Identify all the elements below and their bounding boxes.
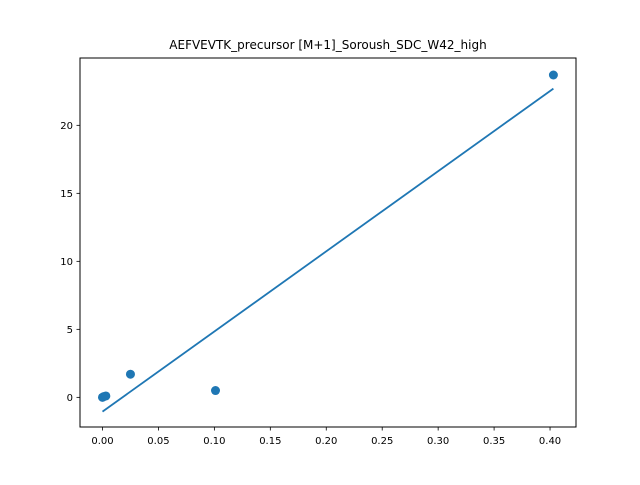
y-axis-ticks: 0 5 10 15 20	[60, 121, 80, 404]
x-tick-label: 0.25	[371, 436, 393, 447]
y-tick-label: 0	[67, 393, 73, 404]
x-tick-label: 0.35	[483, 436, 505, 447]
plot-content	[97, 70, 558, 413]
x-axis-ticks: 0.00 0.05 0.10 0.15 0.20 0.25 0.30 0.35 0.40	[91, 427, 561, 447]
x-tick-label: 0.15	[259, 436, 281, 447]
y-tick-label: 5	[67, 325, 73, 336]
data-point	[548, 70, 558, 80]
data-point	[125, 369, 135, 379]
x-tick-label: 0.10	[203, 436, 225, 447]
data-point	[101, 391, 111, 401]
y-tick-label: 10	[60, 257, 73, 268]
y-tick-label: 20	[60, 121, 73, 132]
x-tick-label: 0.05	[147, 436, 169, 447]
chart-title: AEFVEVTK_precursor [M+1]_Soroush_SDC_W42…	[169, 38, 486, 52]
data-point	[210, 386, 220, 396]
x-tick-label: 0.00	[91, 436, 113, 447]
plot-frame	[79, 57, 577, 428]
x-tick-label: 0.20	[315, 436, 337, 447]
x-tick-label: 0.40	[539, 436, 561, 447]
fit-line	[101, 87, 554, 413]
y-tick-label: 15	[60, 189, 73, 200]
x-tick-label: 0.30	[427, 436, 449, 447]
